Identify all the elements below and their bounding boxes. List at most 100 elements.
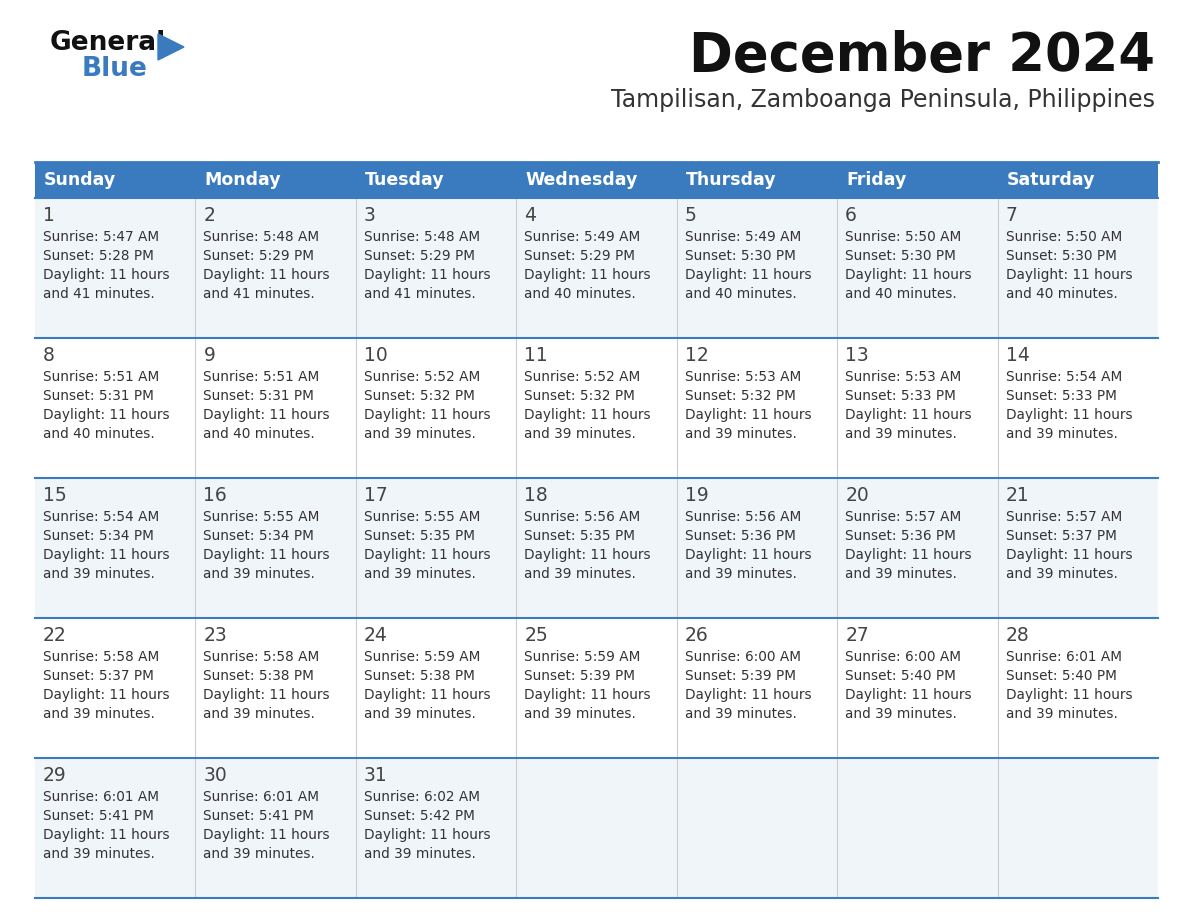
Bar bbox=[34, 162, 196, 198]
Text: Sunset: 5:38 PM: Sunset: 5:38 PM bbox=[203, 669, 315, 683]
Bar bbox=[998, 198, 1158, 338]
Text: 19: 19 bbox=[684, 486, 708, 505]
Text: Monday: Monday bbox=[204, 171, 282, 189]
Text: Sunrise: 6:00 AM: Sunrise: 6:00 AM bbox=[684, 650, 801, 664]
Text: Sunrise: 5:55 AM: Sunrise: 5:55 AM bbox=[364, 510, 480, 524]
Text: 14: 14 bbox=[1005, 346, 1030, 365]
Polygon shape bbox=[158, 34, 184, 60]
Text: and 41 minutes.: and 41 minutes. bbox=[364, 287, 475, 301]
Bar bbox=[838, 478, 998, 618]
Text: Daylight: 11 hours: Daylight: 11 hours bbox=[203, 548, 330, 562]
Text: and 39 minutes.: and 39 minutes. bbox=[203, 707, 315, 721]
Text: and 39 minutes.: and 39 minutes. bbox=[1005, 427, 1118, 441]
Text: Sunset: 5:42 PM: Sunset: 5:42 PM bbox=[364, 809, 475, 823]
Bar bbox=[998, 338, 1158, 478]
Text: Tuesday: Tuesday bbox=[365, 171, 444, 189]
Text: and 39 minutes.: and 39 minutes. bbox=[684, 427, 797, 441]
Text: Daylight: 11 hours: Daylight: 11 hours bbox=[364, 828, 491, 842]
Bar bbox=[517, 618, 677, 758]
Bar bbox=[34, 198, 196, 338]
Text: Saturday: Saturday bbox=[1006, 171, 1095, 189]
Text: Sunset: 5:34 PM: Sunset: 5:34 PM bbox=[203, 529, 315, 543]
Bar bbox=[356, 478, 517, 618]
Text: and 39 minutes.: and 39 minutes. bbox=[524, 427, 636, 441]
Text: Daylight: 11 hours: Daylight: 11 hours bbox=[43, 408, 170, 422]
Text: and 39 minutes.: and 39 minutes. bbox=[203, 567, 315, 581]
Text: 7: 7 bbox=[1005, 206, 1017, 225]
Text: 8: 8 bbox=[43, 346, 55, 365]
Bar bbox=[196, 198, 356, 338]
Text: Sunday: Sunday bbox=[44, 171, 116, 189]
Bar bbox=[677, 478, 838, 618]
Text: Sunset: 5:29 PM: Sunset: 5:29 PM bbox=[203, 249, 315, 263]
Bar bbox=[196, 478, 356, 618]
Text: Sunrise: 5:48 AM: Sunrise: 5:48 AM bbox=[364, 230, 480, 244]
Text: 16: 16 bbox=[203, 486, 227, 505]
Text: Daylight: 11 hours: Daylight: 11 hours bbox=[364, 268, 491, 282]
Text: Daylight: 11 hours: Daylight: 11 hours bbox=[1005, 268, 1132, 282]
Text: Sunset: 5:32 PM: Sunset: 5:32 PM bbox=[684, 389, 796, 403]
Text: and 39 minutes.: and 39 minutes. bbox=[524, 567, 636, 581]
Text: and 39 minutes.: and 39 minutes. bbox=[364, 427, 475, 441]
Text: and 39 minutes.: and 39 minutes. bbox=[43, 847, 154, 861]
Bar bbox=[677, 198, 838, 338]
Text: Daylight: 11 hours: Daylight: 11 hours bbox=[43, 268, 170, 282]
Text: Daylight: 11 hours: Daylight: 11 hours bbox=[43, 828, 170, 842]
Text: Sunset: 5:37 PM: Sunset: 5:37 PM bbox=[1005, 529, 1117, 543]
Bar bbox=[517, 478, 677, 618]
Text: Sunset: 5:36 PM: Sunset: 5:36 PM bbox=[845, 529, 956, 543]
Text: 11: 11 bbox=[524, 346, 548, 365]
Bar bbox=[838, 758, 998, 898]
Text: Wednesday: Wednesday bbox=[525, 171, 638, 189]
Text: Sunrise: 5:55 AM: Sunrise: 5:55 AM bbox=[203, 510, 320, 524]
Text: and 39 minutes.: and 39 minutes. bbox=[1005, 707, 1118, 721]
Bar bbox=[196, 162, 356, 198]
Bar bbox=[998, 618, 1158, 758]
Text: and 39 minutes.: and 39 minutes. bbox=[1005, 567, 1118, 581]
Text: 10: 10 bbox=[364, 346, 387, 365]
Text: and 39 minutes.: and 39 minutes. bbox=[524, 707, 636, 721]
Bar bbox=[838, 338, 998, 478]
Bar bbox=[356, 338, 517, 478]
Bar bbox=[34, 618, 196, 758]
Text: Sunset: 5:35 PM: Sunset: 5:35 PM bbox=[364, 529, 475, 543]
Text: Sunset: 5:32 PM: Sunset: 5:32 PM bbox=[364, 389, 475, 403]
Text: Sunset: 5:30 PM: Sunset: 5:30 PM bbox=[1005, 249, 1117, 263]
Text: Sunset: 5:31 PM: Sunset: 5:31 PM bbox=[203, 389, 315, 403]
Text: Sunrise: 6:01 AM: Sunrise: 6:01 AM bbox=[1005, 650, 1121, 664]
Text: 21: 21 bbox=[1005, 486, 1029, 505]
Text: Sunset: 5:32 PM: Sunset: 5:32 PM bbox=[524, 389, 636, 403]
Text: Daylight: 11 hours: Daylight: 11 hours bbox=[845, 548, 972, 562]
Text: Sunset: 5:37 PM: Sunset: 5:37 PM bbox=[43, 669, 154, 683]
Text: Sunset: 5:30 PM: Sunset: 5:30 PM bbox=[684, 249, 796, 263]
Text: Daylight: 11 hours: Daylight: 11 hours bbox=[203, 408, 330, 422]
Text: Sunrise: 5:52 AM: Sunrise: 5:52 AM bbox=[524, 370, 640, 384]
Text: and 39 minutes.: and 39 minutes. bbox=[43, 707, 154, 721]
Text: Sunset: 5:40 PM: Sunset: 5:40 PM bbox=[845, 669, 956, 683]
Text: Sunset: 5:39 PM: Sunset: 5:39 PM bbox=[684, 669, 796, 683]
Text: Sunset: 5:34 PM: Sunset: 5:34 PM bbox=[43, 529, 154, 543]
Text: Daylight: 11 hours: Daylight: 11 hours bbox=[684, 688, 811, 702]
Text: Sunset: 5:28 PM: Sunset: 5:28 PM bbox=[43, 249, 154, 263]
Text: 6: 6 bbox=[845, 206, 857, 225]
Text: Sunset: 5:33 PM: Sunset: 5:33 PM bbox=[1005, 389, 1117, 403]
Text: Sunrise: 5:50 AM: Sunrise: 5:50 AM bbox=[1005, 230, 1121, 244]
Text: Daylight: 11 hours: Daylight: 11 hours bbox=[684, 548, 811, 562]
Text: Sunrise: 5:53 AM: Sunrise: 5:53 AM bbox=[684, 370, 801, 384]
Text: Sunrise: 5:57 AM: Sunrise: 5:57 AM bbox=[1005, 510, 1121, 524]
Bar bbox=[517, 162, 677, 198]
Text: Daylight: 11 hours: Daylight: 11 hours bbox=[524, 268, 651, 282]
Text: and 39 minutes.: and 39 minutes. bbox=[684, 707, 797, 721]
Bar bbox=[356, 162, 517, 198]
Text: Daylight: 11 hours: Daylight: 11 hours bbox=[203, 828, 330, 842]
Bar bbox=[838, 618, 998, 758]
Text: Sunrise: 5:50 AM: Sunrise: 5:50 AM bbox=[845, 230, 961, 244]
Text: and 39 minutes.: and 39 minutes. bbox=[364, 847, 475, 861]
Text: and 39 minutes.: and 39 minutes. bbox=[203, 847, 315, 861]
Bar bbox=[998, 162, 1158, 198]
Text: Sunset: 5:41 PM: Sunset: 5:41 PM bbox=[203, 809, 315, 823]
Text: 1: 1 bbox=[43, 206, 55, 225]
Bar bbox=[677, 758, 838, 898]
Text: Daylight: 11 hours: Daylight: 11 hours bbox=[43, 688, 170, 702]
Bar bbox=[517, 198, 677, 338]
